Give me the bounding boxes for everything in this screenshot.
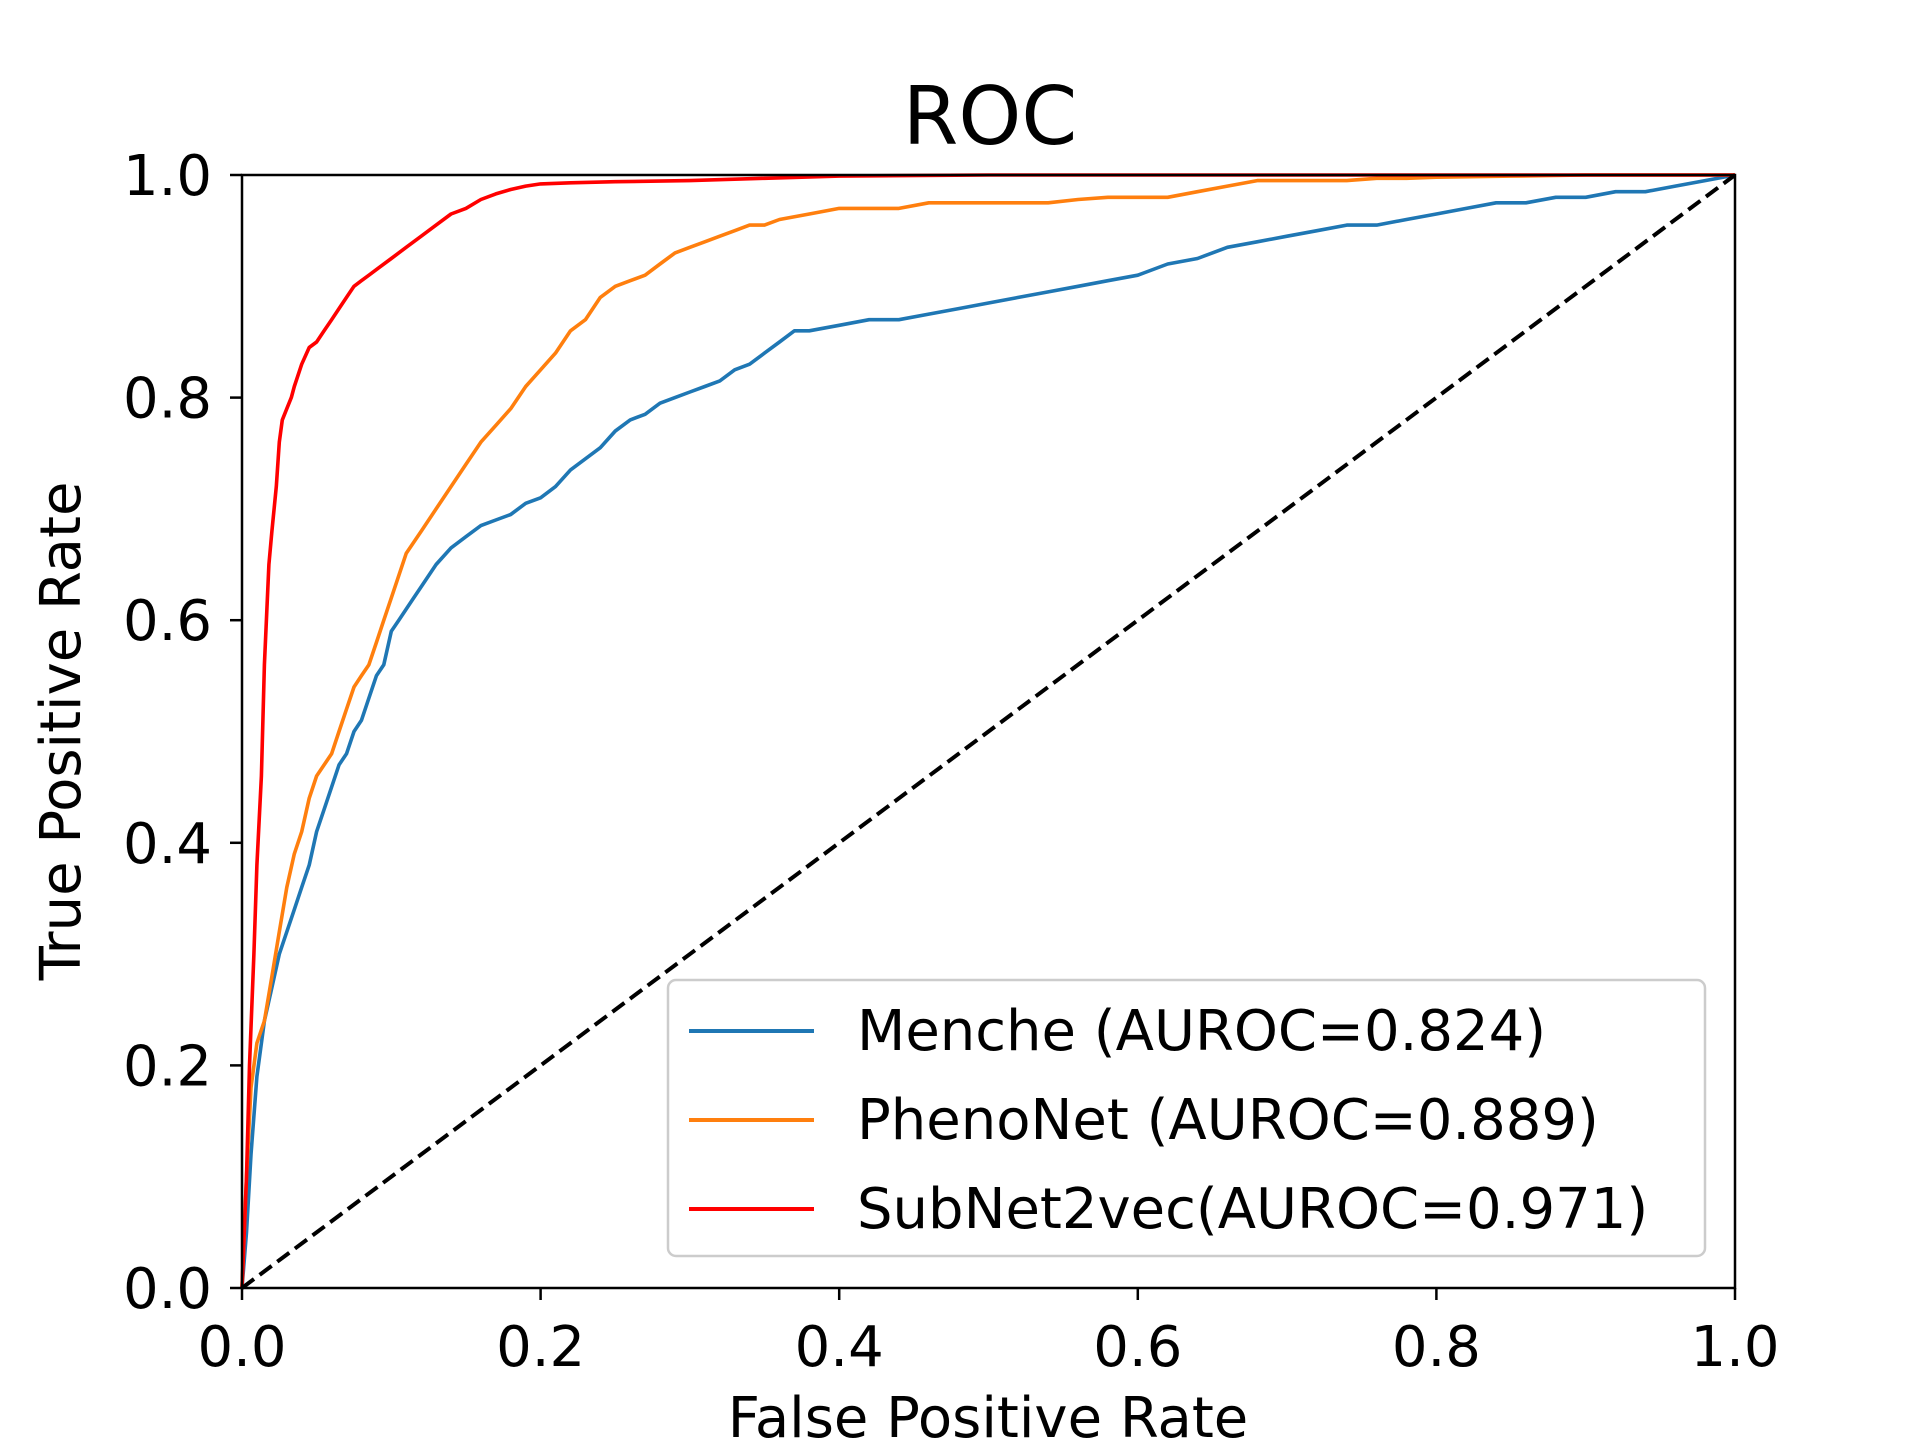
legend-entries: Menche (AUROC=0.824) PhenoNet (AUROC=0.88… bbox=[689, 999, 1648, 1242]
y-tick-label: 0.2 bbox=[123, 1034, 212, 1099]
x-tick-label: 0.0 bbox=[197, 1315, 286, 1380]
x-tick-label: 0.8 bbox=[1392, 1315, 1481, 1380]
chance-diagonal-line bbox=[240, 173, 1737, 1290]
x-tick-label: 1.0 bbox=[1690, 1315, 1779, 1380]
x-tick-label: 0.4 bbox=[795, 1315, 884, 1380]
legend-label: SubNet2vec(AUROC=0.971) bbox=[857, 1177, 1648, 1242]
x-tick-label: 0.6 bbox=[1093, 1315, 1182, 1380]
series-line-2 bbox=[240, 173, 1735, 1289]
series-layer bbox=[240, 173, 1737, 1290]
y-axis-ticks: 0.0 0.2 0.4 0.6 0.8 1.0 bbox=[123, 144, 242, 1322]
series-line-0 bbox=[240, 173, 1736, 1289]
legend-box bbox=[666, 978, 1707, 1258]
legend-label: Menche (AUROC=0.824) bbox=[857, 999, 1546, 1064]
x-tick-label: 0.2 bbox=[496, 1315, 585, 1380]
y-tick-label: 1.0 bbox=[123, 144, 212, 209]
x-axis-ticks: 0.0 0.2 0.4 0.6 0.8 1.0 bbox=[197, 1288, 1780, 1380]
series-line-1 bbox=[240, 173, 1735, 1289]
legend: Menche (AUROC=0.824) PhenoNet (AUROC=0.88… bbox=[666, 978, 1707, 1258]
plot-area-frame bbox=[240, 173, 1737, 1290]
y-tick-label: 0.4 bbox=[123, 812, 212, 877]
y-tick-label: 0.0 bbox=[123, 1257, 212, 1322]
y-tick-label: 0.8 bbox=[123, 367, 212, 432]
x-axis-label: False Positive Rate bbox=[728, 1386, 1248, 1440]
y-axis-label: True Positive Rate bbox=[29, 482, 94, 982]
chart-title: ROC bbox=[903, 70, 1077, 163]
y-tick-label: 0.6 bbox=[123, 589, 212, 654]
legend-label: PhenoNet (AUROC=0.889) bbox=[857, 1088, 1599, 1153]
